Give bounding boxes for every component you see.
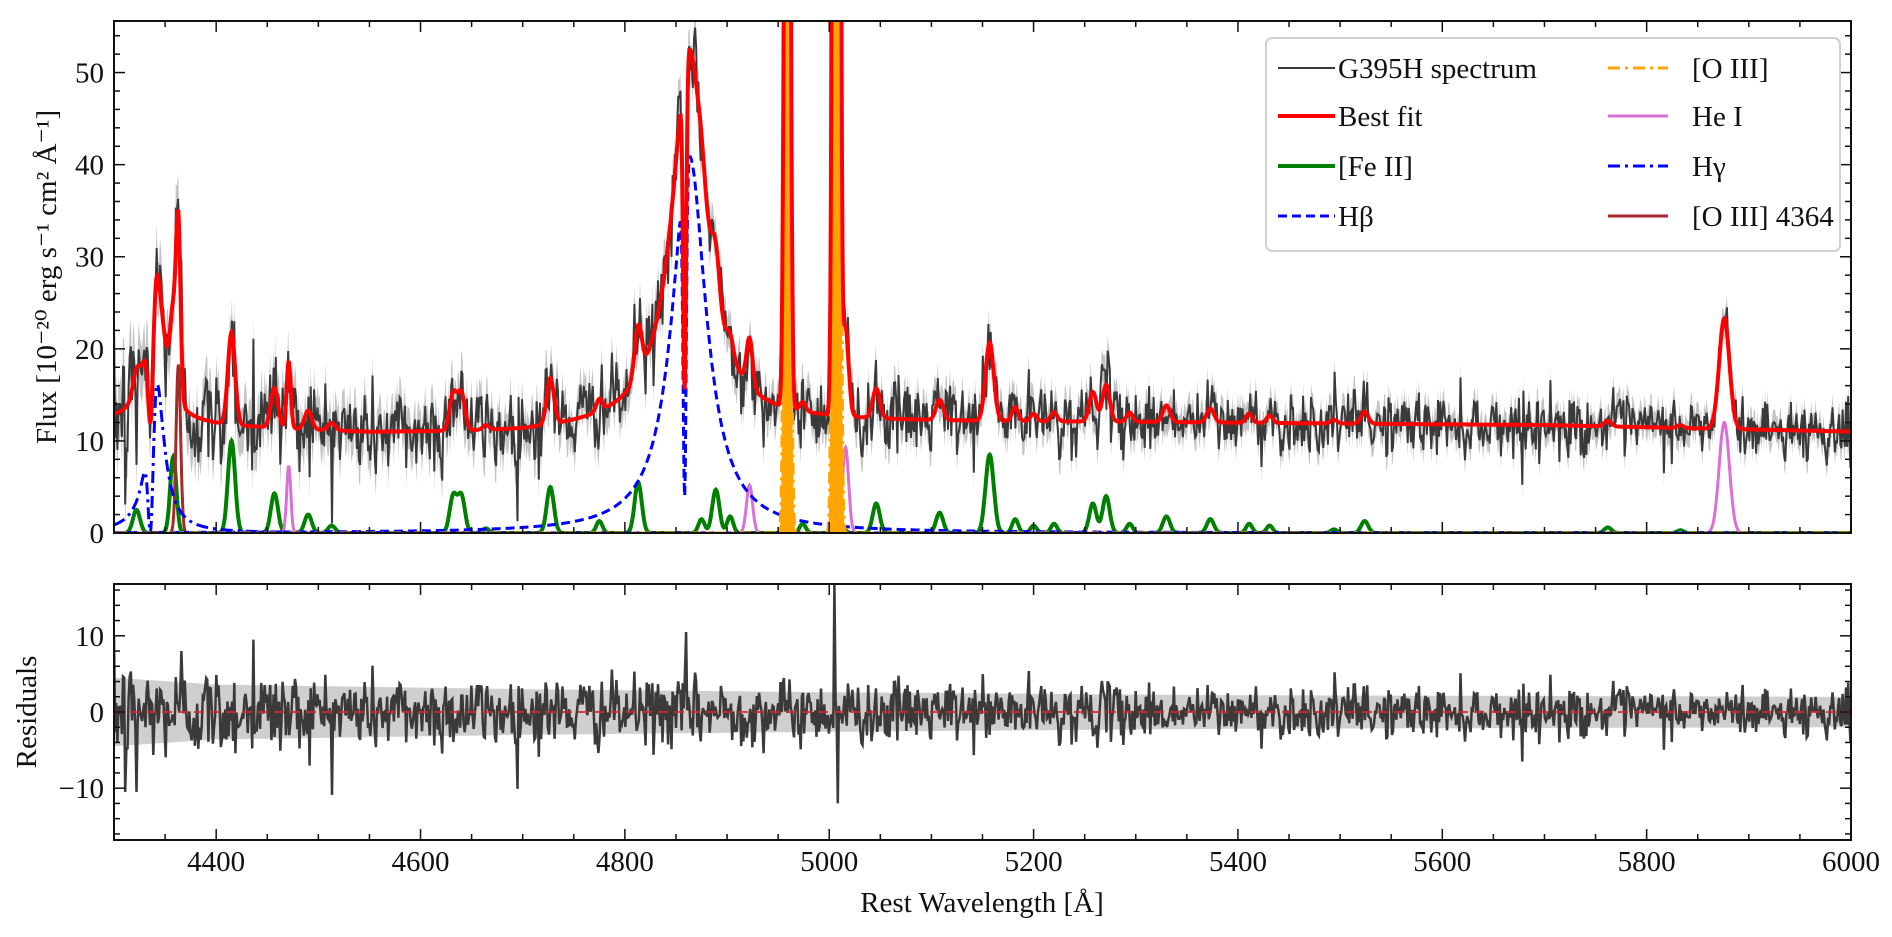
x-tick-label: 4600 <box>392 846 450 878</box>
x-tick-label: 6000 <box>1822 846 1880 878</box>
legend-label-oiii: [O III] <box>1692 53 1768 85</box>
y-tick-label: 20 <box>75 334 104 366</box>
x-tick-label: 5600 <box>1413 846 1471 878</box>
legend-label-hei: He I <box>1692 101 1743 133</box>
y-tick-label: −10 <box>59 773 104 805</box>
y-tick-label: 40 <box>75 150 104 182</box>
series-spectrum <box>114 21 1851 524</box>
legend-label-spectrum: G395H spectrum <box>1338 53 1537 85</box>
y-axis-label-residuals: Residuals <box>11 656 43 769</box>
legend-label-best-fit: Best fit <box>1338 101 1423 133</box>
x-tick-label: 4800 <box>596 846 654 878</box>
x-axis-label: Rest Wavelength [Å] <box>860 887 1104 919</box>
legend-label-hgamma: Hγ <box>1692 151 1726 183</box>
x-tick-label: 5200 <box>1005 846 1063 878</box>
y-tick-label: 10 <box>75 426 104 458</box>
legend-label-oiii-4364: [O III] 4364 <box>1692 201 1834 233</box>
legend: G395H spectrum Best fit [Fe II] Hβ [O II… <box>1265 37 1841 252</box>
y-tick-label: 30 <box>75 242 104 274</box>
axes: 0 10 20 30 40 50 −10 0 10 4400 4600 4800 5000 5200 540… <box>59 20 1880 878</box>
x-tick-label: 5800 <box>1618 846 1676 878</box>
y-tick-label: 50 <box>75 58 104 90</box>
legend-label-hbeta: Hβ <box>1338 201 1374 233</box>
legend-box <box>1265 37 1841 252</box>
series-best-fit <box>114 21 1851 434</box>
y-tick-label: 0 <box>90 697 105 729</box>
y-tick-label: 10 <box>75 621 104 653</box>
legend-label-feii: [Fe II] <box>1338 151 1413 183</box>
x-tick-label: 5000 <box>800 846 858 878</box>
series-feii <box>114 436 1851 533</box>
y-axis-label-flux: Flux [10⁻²⁰ erg s⁻¹ cm² Å⁻¹] <box>31 110 63 444</box>
y-tick-label: 0 <box>90 518 105 550</box>
x-tick-label: 5400 <box>1209 846 1267 878</box>
residuals-panel <box>114 584 1851 804</box>
x-tick-label: 4400 <box>187 846 245 878</box>
series-residuals <box>114 584 1851 804</box>
